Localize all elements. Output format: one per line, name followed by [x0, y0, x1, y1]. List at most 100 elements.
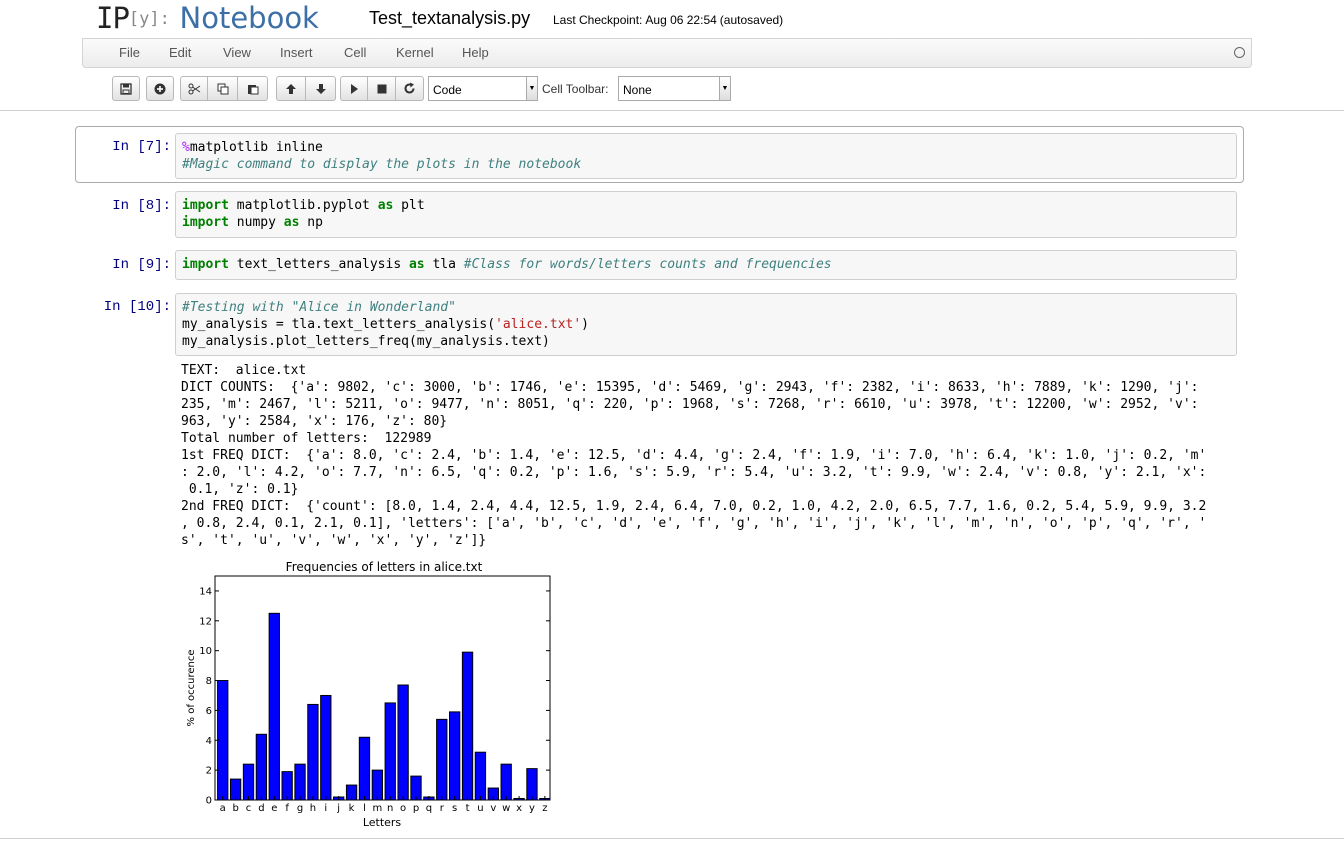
checkpoint-autosaved: (autosaved)	[719, 13, 784, 27]
code-comment: #Testing with "Alice in Wonderland"	[182, 300, 456, 315]
restart-button[interactable]	[396, 76, 424, 101]
chart-bar-t	[461, 651, 474, 801]
chart-y-tick-label: 8	[206, 676, 212, 687]
menu-file[interactable]: File	[119, 45, 140, 60]
chart-x-tick-label: q	[426, 803, 432, 814]
chart-bar-u	[474, 751, 487, 801]
menu-kernel[interactable]: Kernel	[396, 45, 434, 60]
notebook-title[interactable]: Test_textanalysis.py	[369, 8, 531, 28]
insert-cell-button[interactable]	[146, 76, 174, 101]
code-comment: #Class for words/letters counts and freq…	[463, 257, 832, 272]
menu-view[interactable]: View	[223, 45, 251, 60]
code-keyword: as	[283, 215, 300, 230]
chart-bar-y	[526, 768, 538, 801]
play-icon	[351, 83, 358, 94]
chart-bar-w	[500, 763, 512, 801]
logo-ip: IP	[96, 1, 130, 35]
chart-y-axis-label: % of occurence	[186, 650, 197, 727]
cut-button[interactable]	[180, 76, 208, 101]
menu-help[interactable]: Help	[462, 45, 489, 60]
output-line: DICT COUNTS: {'a': 9802, 'c': 3000, 'b':…	[181, 380, 1199, 395]
menu-edit[interactable]: Edit	[169, 45, 192, 60]
output-line: TEXT: alice.txt	[181, 363, 307, 378]
plus-icon	[154, 83, 166, 94]
copy-button[interactable]	[208, 76, 238, 101]
chart-x-tick-label: z	[542, 803, 547, 814]
output-line: : 2.0, 'l': 4.2, 'o': 7.7, 'n': 6.5, 'q'…	[181, 465, 1207, 480]
chart-bar-g	[294, 763, 306, 801]
code-cell-input[interactable]: import matplotlib.pyplot as plt import n…	[175, 191, 1237, 238]
chart-x-tick-label: k	[349, 803, 355, 814]
chart-x-tick-label: f	[285, 803, 289, 814]
chart-x-tick-label: g	[297, 803, 303, 814]
chart-x-tick-label: p	[413, 803, 419, 814]
chart-y-tick-label: 4	[206, 736, 212, 747]
checkpoint-label: Last Checkpoint:	[553, 13, 643, 27]
chart-bar-s	[449, 711, 461, 801]
code-token: plt	[393, 198, 425, 213]
chart-x-tick-label: j	[336, 803, 340, 814]
selected-cell-frame[interactable]	[75, 126, 1244, 183]
code-token: matplotlib inline	[189, 140, 323, 155]
code-cell-input[interactable]: import text_letters_analysis as tla #Cla…	[175, 250, 1237, 280]
code-token: numpy	[228, 215, 284, 230]
chart-bars	[217, 612, 551, 801]
chart-x-tick-label: s	[452, 803, 457, 814]
code-comment: #Magic command to display the plots in t…	[182, 157, 582, 172]
code-cell-input[interactable]: %matplotlib inline #Magic command to dis…	[175, 133, 1237, 179]
output-line: 963, 'y': 2584, 'x': 176, 'z': 80}	[181, 414, 448, 429]
cut-icon	[188, 83, 200, 94]
output-line: Total number of letters: 122989	[181, 431, 432, 446]
chart-bar-m	[371, 769, 384, 801]
chart-bar-l	[358, 736, 371, 801]
chart-x-tick-label: b	[232, 803, 238, 814]
interrupt-button[interactable]	[368, 76, 396, 101]
chart-y-ticks: 0 2 4 6 8 10 12 14	[199, 586, 550, 807]
chart-y-tick-label: 14	[199, 586, 212, 597]
chart-y-tick-label: 6	[206, 706, 212, 717]
cell-prompt: In [9]:	[112, 257, 171, 273]
paste-button[interactable]	[238, 76, 268, 101]
chart-y-tick-label: 0	[206, 796, 212, 807]
logo-y: [y]:	[128, 9, 170, 29]
save-icon	[120, 82, 132, 95]
chart-y-tick-label: 2	[206, 766, 212, 777]
code-cell-input[interactable]: #Testing with "Alice in Wonderland" my_a…	[175, 293, 1237, 356]
code-keyword: as	[377, 198, 394, 213]
code-token: np	[299, 215, 323, 230]
code-keyword: as	[408, 257, 425, 272]
paste-icon	[247, 84, 258, 94]
chart-x-tick-label: a	[220, 803, 226, 814]
cell-toolbar-value: None	[623, 83, 652, 97]
code-string: 'alice.txt'	[495, 317, 582, 332]
cell-prompt: In [7]:	[112, 139, 171, 155]
cell-toolbar-select[interactable]: None ▼	[618, 76, 731, 101]
run-button[interactable]	[340, 76, 368, 101]
arrow-down-icon	[315, 83, 326, 94]
chart-y-tick-label: 12	[199, 616, 212, 627]
chart-bar-r	[436, 718, 448, 801]
chart-x-tick-label: d	[258, 803, 264, 814]
code-keyword: import	[182, 257, 229, 272]
output-line: , 0.8, 2.4, 0.1, 2.1, 0.1], 'letters': […	[181, 516, 1207, 531]
output-line: 0.1, 'z': 0.1}	[181, 482, 299, 497]
menu-cell[interactable]: Cell	[344, 45, 367, 60]
copy-icon	[217, 83, 228, 94]
move-up-button[interactable]	[276, 76, 306, 101]
move-down-button[interactable]	[306, 76, 336, 101]
save-button[interactable]	[112, 76, 140, 101]
chart-x-axis-label: Letters	[363, 816, 402, 829]
code-token: )	[581, 317, 589, 332]
letter-frequency-chart: Frequencies of letters in alice.txt % of…	[186, 560, 551, 829]
chevron-down-icon: ▼	[526, 77, 537, 100]
menu-insert[interactable]: Insert	[280, 45, 313, 60]
kernel-idle-icon	[1234, 47, 1245, 58]
chart-x-tick-label: c	[246, 803, 252, 814]
cell-type-select[interactable]: Code ▼	[428, 76, 538, 101]
stop-icon	[377, 84, 386, 93]
menubar: File Edit View Insert Cell Kernel Help	[82, 38, 1252, 68]
chart-bar-o	[397, 684, 409, 801]
chart-bar-h	[307, 703, 319, 801]
ipython-logo[interactable]: IP[y]: Notebook	[96, 1, 319, 35]
code-token: text_letters_analysis	[228, 257, 409, 272]
